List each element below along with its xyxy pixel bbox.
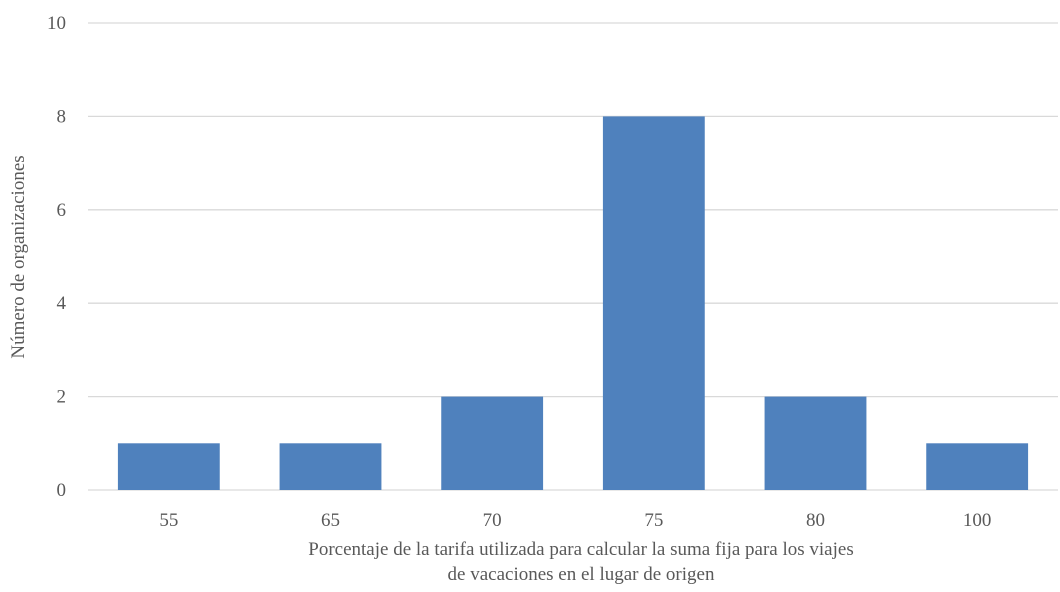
bar-65 bbox=[279, 443, 382, 490]
y-axis-title: Número de organizaciones bbox=[8, 155, 29, 358]
bar-100 bbox=[926, 443, 1029, 490]
bar-75 bbox=[602, 116, 705, 491]
x-axis-title-line-2: de vacaciones en el lugar de origen bbox=[448, 564, 715, 585]
x-tick-label-70: 70 bbox=[483, 510, 502, 531]
y-tick-labels: 0 2 4 6 8 10 bbox=[47, 13, 67, 501]
y-tick-label-4: 4 bbox=[57, 293, 67, 314]
y-tick-label-10: 10 bbox=[47, 13, 66, 34]
y-tick-label-2: 2 bbox=[57, 387, 67, 408]
y-tick-label-8: 8 bbox=[57, 106, 67, 127]
y-tick-label-0: 0 bbox=[57, 480, 67, 501]
x-tick-label-75: 75 bbox=[644, 510, 663, 531]
x-tick-labels: 55 65 70 75 80 100 bbox=[159, 510, 991, 531]
x-tick-label-65: 65 bbox=[321, 510, 340, 531]
y-tick-label-6: 6 bbox=[57, 200, 67, 221]
x-tick-label-55: 55 bbox=[159, 510, 178, 531]
bar-55 bbox=[117, 443, 220, 490]
gridlines bbox=[88, 22, 1058, 491]
bar-70 bbox=[441, 396, 544, 490]
x-axis-title-line-1: Porcentaje de la tarifa utilizada para c… bbox=[308, 539, 853, 560]
bars bbox=[117, 116, 1029, 491]
bar-80 bbox=[764, 396, 867, 490]
x-tick-label-100: 100 bbox=[963, 510, 992, 531]
x-tick-label-80: 80 bbox=[806, 510, 825, 531]
